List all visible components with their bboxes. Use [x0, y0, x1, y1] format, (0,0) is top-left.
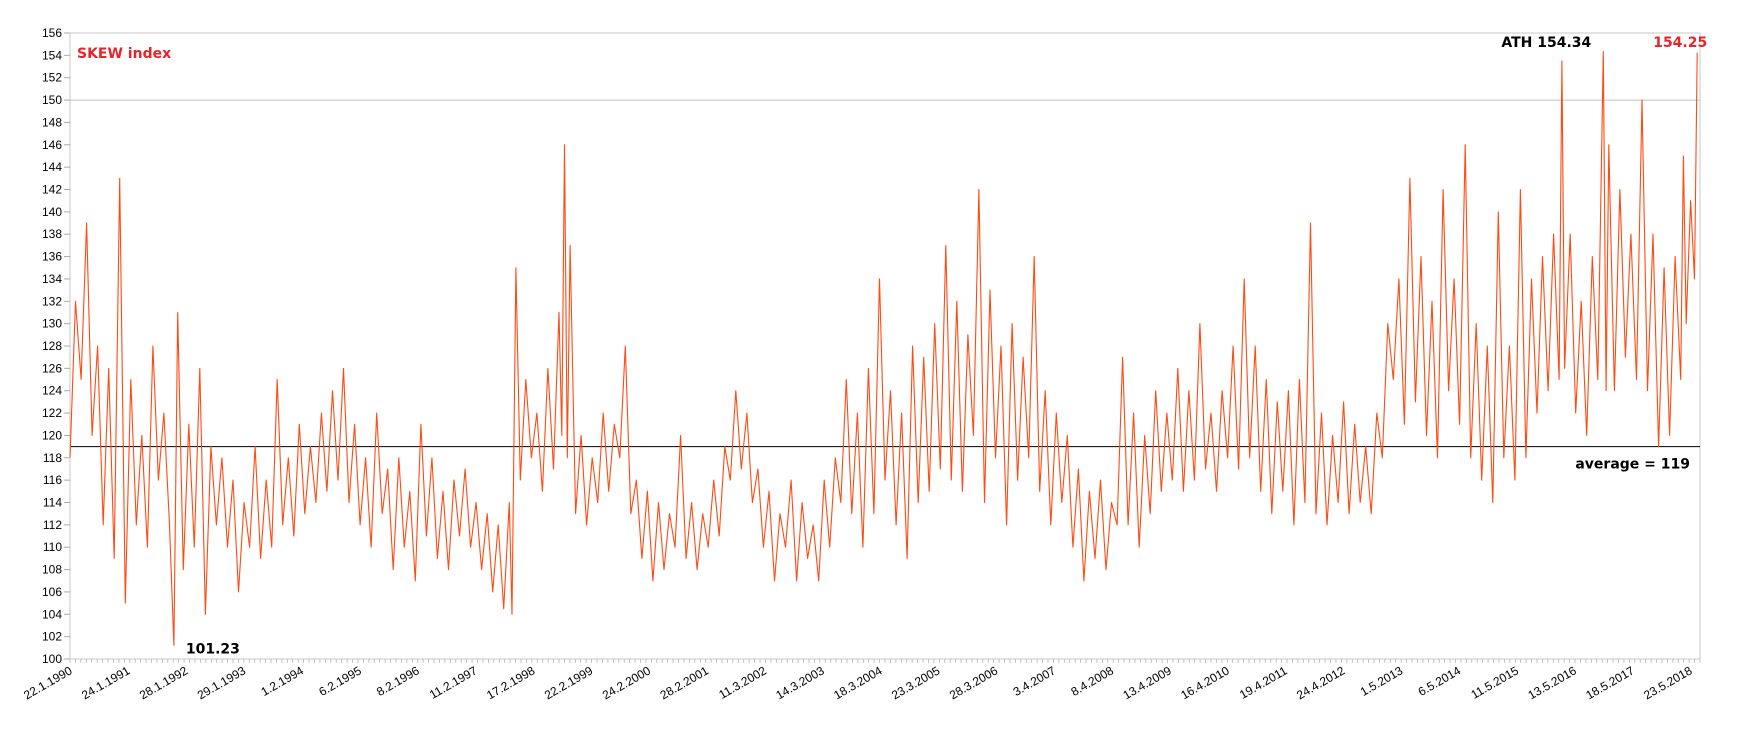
annotations: 101.23 ATH 154.34 154.25 average = 119: [186, 35, 1707, 657]
y-tick-label: 120: [42, 428, 62, 442]
y-tick-label: 126: [42, 361, 62, 375]
y-tick-label: 124: [42, 384, 62, 398]
y-tick-label: 122: [42, 406, 62, 420]
y-tick-label: 116: [43, 473, 62, 487]
y-tick-label: 152: [42, 71, 62, 85]
y-tick-label: 102: [42, 630, 62, 644]
x-tick-label: 17.2.1998: [484, 663, 538, 702]
plot-frame: [69, 32, 1701, 660]
y-tick-label: 142: [42, 183, 62, 197]
y-tick-label: 108: [42, 563, 62, 577]
x-tick-label: 3.4.2007: [1011, 663, 1059, 699]
last-value-label: 154.25: [1653, 35, 1707, 51]
y-tick-label: 112: [43, 518, 62, 532]
y-axis: 100 102 104 106 108 110 112 114 116 118 120 122 124 1…: [42, 26, 70, 666]
y-tick-label: 110: [43, 540, 62, 554]
x-tick-label: 23.5.2018: [1641, 663, 1695, 702]
x-tick-label: 14.3.2003: [773, 663, 827, 702]
y-tick-label: 146: [42, 138, 62, 152]
min-value-label: 101.23: [186, 641, 240, 657]
y-tick-label: 132: [42, 294, 62, 308]
y-tick-label: 114: [43, 496, 62, 510]
x-tick-label: 1.5.2013: [1358, 663, 1406, 699]
x-tick-label: 19.4.2011: [1237, 663, 1290, 702]
x-tick-label: 28.1.1992: [137, 663, 191, 702]
ath-label: ATH 154.34: [1501, 35, 1591, 51]
x-tick-label: 24.2.2000: [600, 663, 654, 702]
x-tick-label: 13.5.2016: [1526, 663, 1580, 702]
x-tick-label: 6.5.2014: [1416, 663, 1464, 699]
x-tick-label: 22.2.1999: [542, 663, 596, 702]
y-tick-label: 140: [42, 205, 62, 219]
x-tick-label: 8.2.1996: [374, 663, 422, 699]
y-tick-label: 136: [42, 250, 62, 264]
x-tick-label: 6.2.1995: [316, 663, 364, 699]
x-tick-label: 23.3.2005: [889, 663, 943, 702]
y-tick-label: 156: [42, 26, 62, 40]
y-tick-label: 138: [42, 227, 62, 241]
y-tick-label: 148: [42, 115, 62, 129]
x-tick-label: 28.2.2001: [658, 663, 712, 702]
x-tick-label: 8.4.2008: [1068, 663, 1116, 699]
x-tick-label: 18.3.2004: [831, 663, 885, 702]
x-tick-label: 29.1.1993: [195, 663, 249, 702]
x-tick-label: 24.1.1991: [79, 663, 133, 702]
x-tick-label: 24.4.2012: [1294, 663, 1348, 702]
x-tick-label: 1.2.1994: [258, 663, 306, 699]
y-tick-label: 100: [42, 652, 62, 666]
chart-title: SKEW index: [77, 46, 171, 62]
skew-line: [69, 51, 1698, 646]
reference-lines: [70, 99, 1700, 448]
x-axis: 22.1.1990 24.1.1991 28.1.1992 29.1.1993 1.2.…: [21, 659, 1701, 702]
y-tick-label: 150: [42, 93, 62, 107]
average-label: average = 119: [1575, 457, 1690, 473]
x-tick-label: 22.1.1990: [21, 663, 75, 702]
y-tick-label: 130: [42, 317, 62, 331]
y-tick-label: 128: [42, 339, 62, 353]
y-tick-label: 104: [42, 607, 62, 621]
x-tick-label: 11.3.2002: [716, 663, 769, 702]
y-tick-label: 154: [42, 48, 62, 62]
y-tick-label: 144: [42, 160, 62, 174]
y-tick-label: 118: [43, 451, 62, 465]
x-tick-label: 16.4.2010: [1178, 663, 1232, 702]
x-tick-label: 18.5.2017: [1583, 663, 1637, 702]
y-tick-label: 106: [42, 585, 62, 599]
plot-border: [69, 32, 1701, 660]
y-tick-label: 134: [42, 272, 62, 286]
skew-series: [69, 51, 1698, 646]
x-tick-label: 13.4.2009: [1121, 663, 1175, 702]
x-tick-label: 11.5.2015: [1468, 663, 1521, 702]
x-tick-label: 11.2.1997: [427, 663, 480, 702]
x-tick-label: 28.3.2006: [947, 663, 1001, 702]
